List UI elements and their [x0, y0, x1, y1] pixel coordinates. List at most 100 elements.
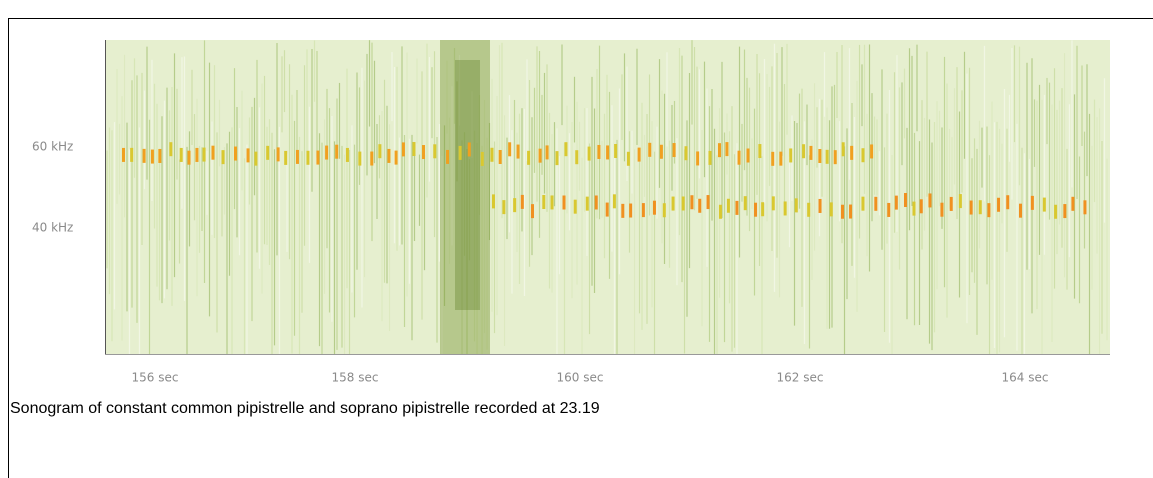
call: [671, 196, 675, 211]
call: [919, 199, 923, 214]
call: [672, 143, 676, 158]
call: [169, 142, 173, 157]
caption: Sonogram of constant common pipistrelle …: [10, 400, 600, 417]
y-label: 40 kHz: [32, 221, 73, 235]
call: [771, 196, 775, 211]
y-label: 60 kHz: [32, 140, 73, 154]
call: [840, 204, 844, 219]
call: [735, 200, 739, 215]
call: [779, 151, 783, 166]
call: [789, 148, 793, 163]
call: [771, 151, 775, 166]
call: [807, 202, 811, 217]
call: [861, 148, 865, 163]
call: [629, 203, 633, 218]
call: [894, 195, 898, 210]
call: [1019, 203, 1023, 218]
call: [597, 144, 601, 159]
x-label: 162 sec: [777, 371, 824, 385]
call: [130, 147, 134, 162]
call: [621, 203, 625, 218]
call: [978, 200, 982, 215]
sonogram-background: [106, 40, 1110, 354]
call: [502, 200, 506, 215]
call: [284, 150, 288, 165]
call: [761, 202, 765, 217]
call: [562, 195, 566, 210]
call: [467, 142, 471, 157]
call: [187, 150, 191, 165]
call: [345, 147, 349, 162]
call: [401, 142, 405, 157]
call: [825, 149, 829, 164]
call: [754, 202, 758, 217]
call: [861, 196, 865, 211]
call: [614, 143, 618, 158]
call: [520, 194, 524, 209]
dark-band: [455, 60, 480, 310]
call: [1042, 197, 1046, 212]
call: [295, 149, 299, 164]
call: [940, 202, 944, 217]
call: [641, 203, 645, 218]
call: [370, 151, 374, 166]
call: [202, 147, 206, 162]
call: [958, 194, 962, 209]
call: [378, 144, 382, 159]
call: [422, 145, 426, 160]
call: [306, 150, 310, 165]
call: [725, 142, 729, 157]
call: [612, 194, 616, 209]
x-label: 156 sec: [132, 371, 179, 385]
call: [550, 195, 554, 210]
call: [849, 204, 853, 219]
call: [276, 147, 280, 162]
call: [758, 144, 762, 159]
call: [542, 195, 546, 210]
call: [794, 198, 798, 213]
call: [874, 196, 878, 211]
call: [743, 196, 747, 211]
call: [987, 203, 991, 218]
call: [1030, 195, 1034, 210]
call: [211, 145, 215, 160]
call: [850, 145, 854, 160]
call: [254, 151, 258, 166]
call: [358, 151, 362, 166]
call: [1063, 204, 1067, 219]
call: [142, 148, 146, 163]
call: [684, 146, 688, 161]
call: [234, 146, 238, 161]
call: [698, 198, 702, 213]
call: [696, 151, 700, 166]
call: [605, 202, 609, 217]
call: [1083, 200, 1087, 215]
call: [195, 147, 199, 162]
call: [594, 195, 598, 210]
call: [490, 147, 494, 162]
call: [818, 198, 822, 213]
call: [928, 193, 932, 208]
call: [158, 148, 162, 163]
call: [316, 150, 320, 165]
call: [718, 204, 722, 219]
call: [659, 144, 663, 159]
call: [325, 145, 329, 160]
call: [887, 202, 891, 217]
call: [446, 149, 450, 164]
call: [737, 150, 741, 165]
call: [1054, 204, 1058, 219]
call: [706, 195, 710, 210]
call: [904, 193, 908, 208]
call: [179, 147, 183, 162]
call: [538, 148, 542, 163]
call: [652, 200, 656, 215]
call: [648, 142, 652, 157]
call: [513, 198, 517, 213]
call: [626, 151, 630, 166]
call: [802, 144, 806, 159]
call: [150, 149, 154, 164]
call: [949, 196, 953, 211]
